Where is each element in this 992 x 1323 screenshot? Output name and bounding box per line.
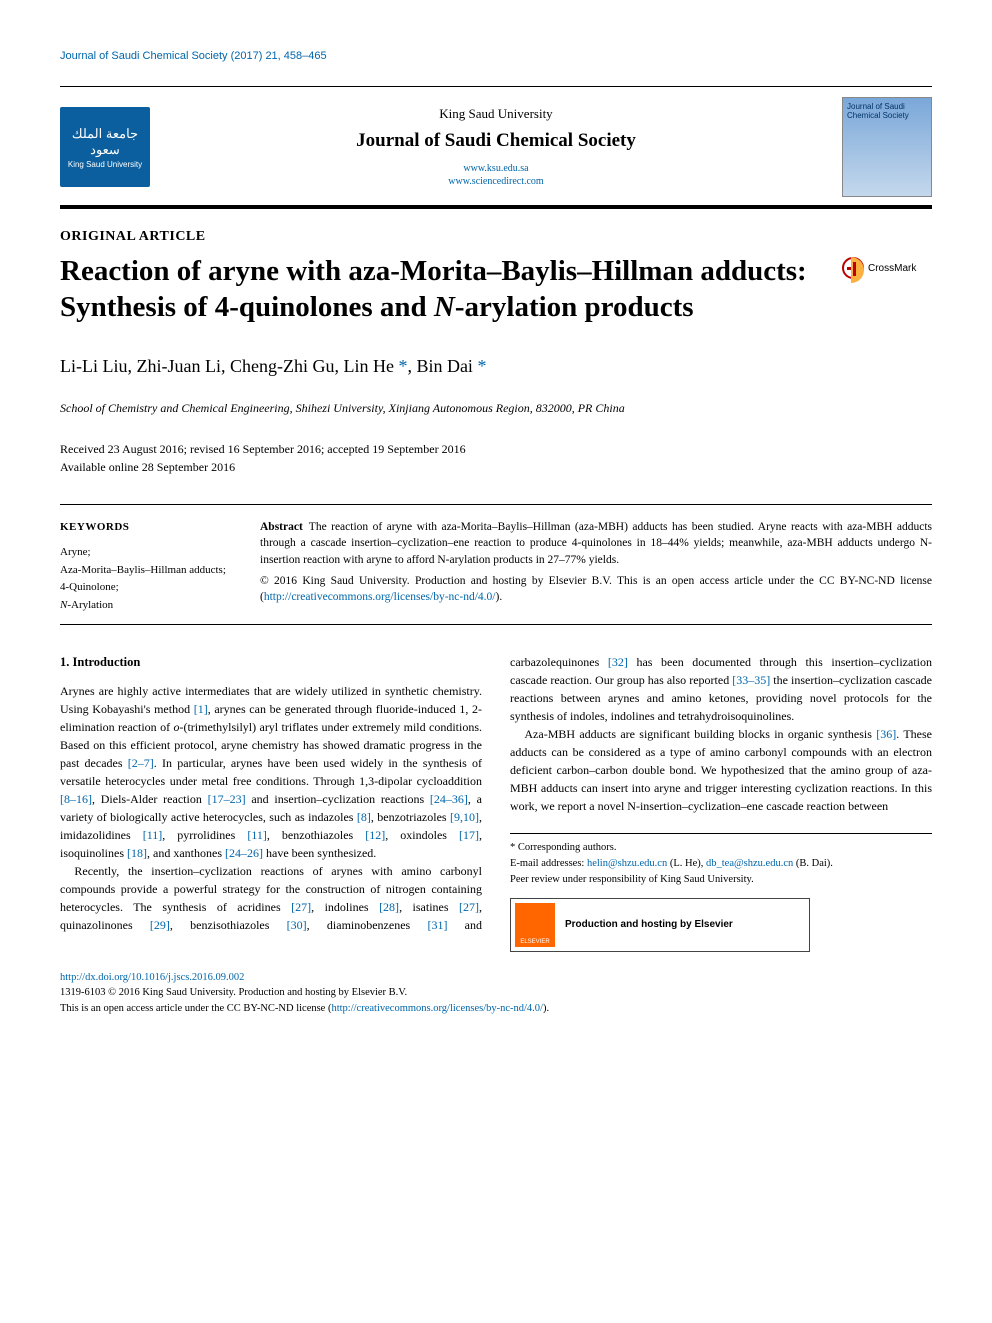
keywords-column: KEYWORDS Aryne; Aza-Morita–Baylis–Hillma…: [60, 519, 260, 615]
email-he[interactable]: helin@shzu.edu.cn: [587, 858, 667, 869]
abstract-text: The reaction of aryne with aza-Morita–Ba…: [260, 521, 932, 566]
dates-online: Available online 28 September 2016: [60, 458, 932, 476]
p1-l: , oxindoles: [385, 828, 459, 842]
title-part-2: -arylation products: [455, 291, 694, 323]
article-dates: Received 23 August 2016; revised 16 Sept…: [60, 440, 932, 476]
journal-link-ksu[interactable]: www.ksu.edu.sa: [463, 163, 528, 174]
keywords-abstract-block: KEYWORDS Aryne; Aza-Morita–Baylis–Hillma…: [60, 504, 932, 626]
keyword-2: Aza-Morita–Baylis–Hillman adducts;: [60, 562, 240, 580]
masthead-center: King Saud University Journal of Saudi Ch…: [150, 106, 842, 188]
ref-30[interactable]: [30]: [287, 918, 307, 932]
p2-e: , benzisothiazoles: [170, 918, 287, 932]
ref-1[interactable]: [1]: [194, 702, 208, 716]
p2-b: , indolines: [311, 900, 379, 914]
ref-2-7[interactable]: [2–7]: [128, 756, 154, 770]
crossmark-label: CrossMark: [868, 263, 916, 274]
p1-e: , Diels-Alder reaction: [92, 792, 208, 806]
ref-8[interactable]: [8]: [357, 810, 371, 824]
p2-f: , diaminobenzenes: [307, 918, 428, 932]
oa-text-b: ).: [543, 1003, 549, 1014]
corresponding-authors-note: * Corresponding authors.: [510, 840, 932, 856]
abstract-column: AbstractThe reaction of aryne with aza-M…: [260, 519, 932, 615]
authors-part-2: , Bin Dai: [407, 356, 477, 376]
ref-12[interactable]: [12]: [365, 828, 385, 842]
p3-a: Aza-MBH adducts are significant building…: [524, 727, 876, 741]
p1-f: and insertion–cyclization reactions: [246, 792, 430, 806]
email-dai[interactable]: db_tea@shzu.edu.cn: [706, 858, 793, 869]
ref-27b[interactable]: [27]: [459, 900, 479, 914]
crossmark-icon: [842, 257, 864, 279]
body-two-column: 1. Introduction Arynes are highly active…: [60, 653, 932, 951]
intro-paragraph-3: Aza-MBH adducts are significant building…: [510, 725, 932, 815]
keyword-3: 4-Quinolone;: [60, 579, 240, 597]
elsevier-logo-icon: ELSEVIER: [515, 903, 555, 947]
intro-paragraph-1: Arynes are highly active intermediates t…: [60, 682, 482, 862]
email-he-who: (L. He),: [667, 858, 706, 869]
ref-36[interactable]: [36]: [876, 727, 896, 741]
ref-17-23[interactable]: [17–23]: [208, 792, 246, 806]
logo-english-text: King Saud University: [68, 160, 142, 169]
keyword-4: N-Arylation: [60, 597, 240, 615]
p1-h: , benzotriazoles: [371, 810, 450, 824]
email-dai-who: (B. Dai).: [793, 858, 833, 869]
cc-license-footer-link[interactable]: http://creativecommons.org/licenses/by-n…: [331, 1003, 543, 1014]
p1-k: , benzothiazoles: [267, 828, 365, 842]
copyright-tail: ).: [496, 591, 503, 603]
abstract-label: Abstract: [260, 521, 303, 533]
ref-29[interactable]: [29]: [150, 918, 170, 932]
cc-license-link[interactable]: http://creativecommons.org/licenses/by-n…: [264, 591, 496, 603]
journal-cover-thumb: Journal of Saudi Chemical Society: [842, 97, 932, 197]
email-label: E-mail addresses:: [510, 858, 587, 869]
production-hosting-box: ELSEVIER Production and hosting by Elsev…: [510, 898, 810, 952]
ref-31[interactable]: [31]: [427, 918, 447, 932]
oa-text-a: This is an open access article under the…: [60, 1003, 331, 1014]
logo-arabic-text: جامعة الملك سعود: [60, 126, 150, 158]
keyword-1: Aryne;: [60, 544, 240, 562]
issn-copyright-line: 1319-6103 © 2016 King Saud University. P…: [60, 985, 932, 1001]
production-hosting-text: Production and hosting by Elsevier: [565, 917, 733, 932]
ref-28[interactable]: [28]: [379, 900, 399, 914]
ref-11b[interactable]: [11]: [247, 828, 267, 842]
open-access-line: This is an open access article under the…: [60, 1001, 932, 1017]
ref-8-16[interactable]: [8–16]: [60, 792, 92, 806]
affiliation: School of Chemistry and Chemical Enginee…: [60, 401, 932, 416]
journal-link-sciencedirect[interactable]: www.sciencedirect.com: [448, 176, 543, 187]
keywords-heading: KEYWORDS: [60, 519, 240, 537]
p1-j: , pyrrolidines: [162, 828, 247, 842]
peer-review-note: Peer review under responsibility of King…: [510, 872, 932, 888]
article-type: ORIGINAL ARTICLE: [60, 229, 932, 245]
email-line: E-mail addresses: helin@shzu.edu.cn (L. …: [510, 856, 932, 872]
publisher-logo-left: جامعة الملك سعود King Saud University: [60, 107, 150, 187]
p1-n: , and xanthones: [147, 846, 225, 860]
rule-thick: [60, 205, 932, 209]
author-list: Li-Li Liu, Zhi-Juan Li, Cheng-Zhi Gu, Li…: [60, 356, 932, 377]
p1-o: have been synthesized.: [263, 846, 376, 860]
ref-27a[interactable]: [27]: [291, 900, 311, 914]
page-footer: http://dx.doi.org/10.1016/j.jscs.2016.09…: [60, 970, 932, 1017]
p2-c: , isatines: [399, 900, 459, 914]
abstract-copyright: © 2016 King Saud University. Production …: [260, 573, 932, 606]
ref-18[interactable]: [18]: [127, 846, 147, 860]
ref-32[interactable]: [32]: [608, 655, 628, 669]
ref-24-36[interactable]: [24–36]: [430, 792, 468, 806]
footnote-block: * Corresponding authors. E-mail addresse…: [510, 833, 932, 951]
title-italic-N: N: [434, 291, 455, 323]
ref-33-35[interactable]: [33–35]: [732, 673, 770, 687]
masthead: جامعة الملك سعود King Saud University Ki…: [60, 87, 932, 205]
running-head: Journal of Saudi Chemical Society (2017)…: [60, 50, 932, 62]
dates-received-revised-accepted: Received 23 August 2016; revised 16 Sept…: [60, 440, 932, 458]
ref-9-10[interactable]: [9,10]: [450, 810, 479, 824]
doi-link[interactable]: http://dx.doi.org/10.1016/j.jscs.2016.09…: [60, 972, 244, 983]
article-title: Reaction of aryne with aza-Morita–Baylis…: [60, 253, 830, 326]
ref-11a[interactable]: [11]: [143, 828, 163, 842]
university-name: King Saud University: [150, 106, 842, 122]
journal-name: Journal of Saudi Chemical Society: [150, 130, 842, 152]
ref-24-26[interactable]: [24–26]: [225, 846, 263, 860]
crossmark-badge[interactable]: CrossMark: [842, 257, 932, 279]
corresponding-star-2[interactable]: *: [477, 356, 486, 376]
authors-part-1: Li-Li Liu, Zhi-Juan Li, Cheng-Zhi Gu, Li…: [60, 356, 398, 376]
section-heading-introduction: 1. Introduction: [60, 653, 482, 672]
ref-17[interactable]: [17]: [459, 828, 479, 842]
